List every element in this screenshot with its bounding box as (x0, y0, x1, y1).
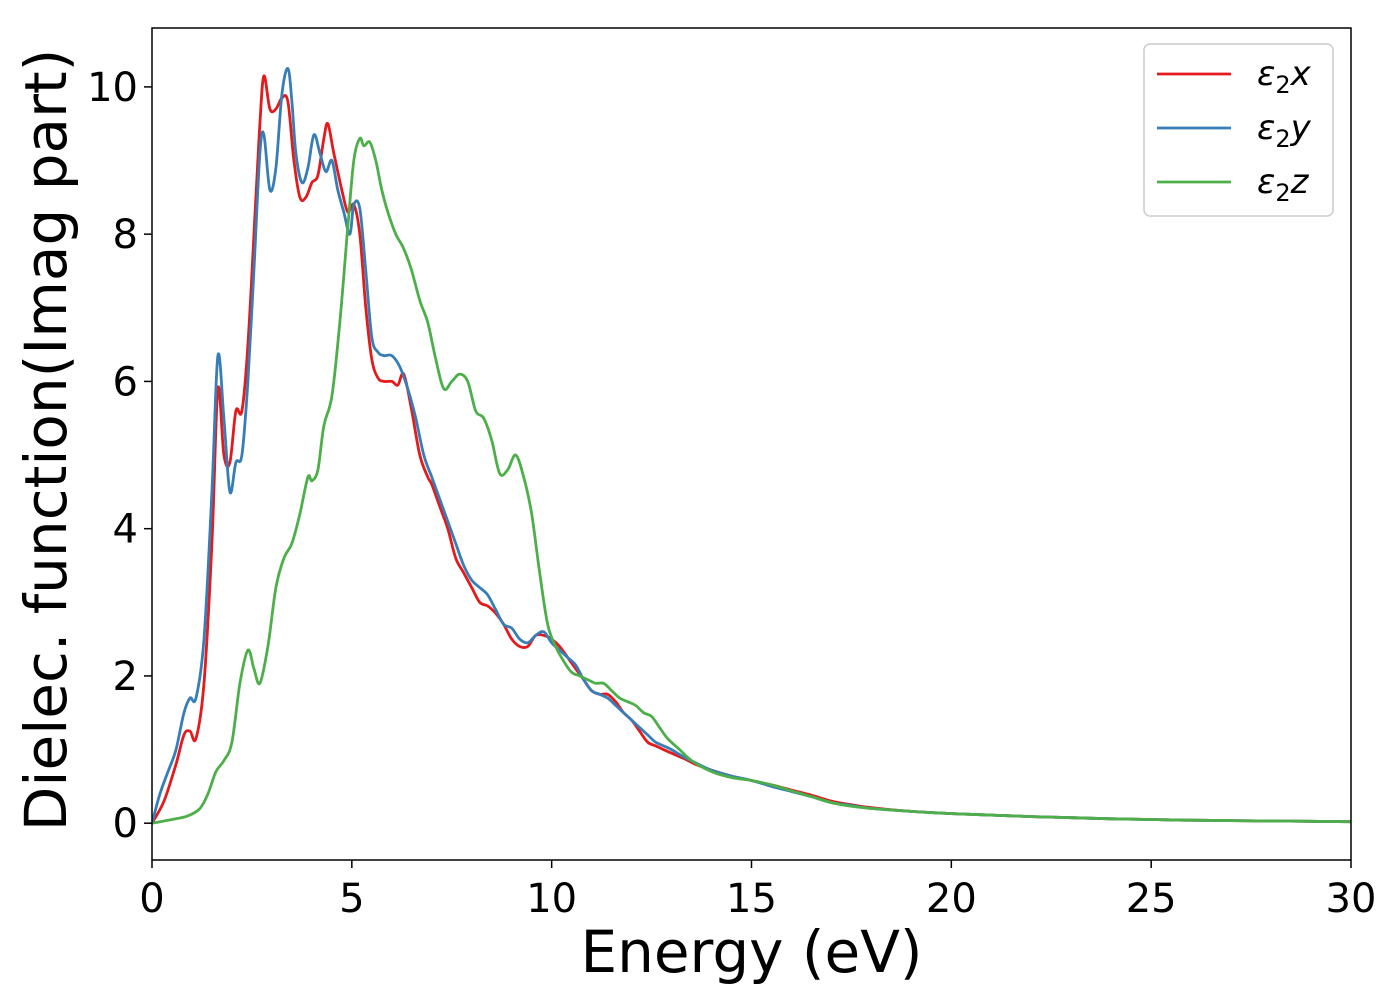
y-tick-label: 0 (113, 801, 138, 847)
x-tick-label: 15 (726, 876, 777, 922)
x-tick-label: 25 (1126, 876, 1177, 922)
y-tick-label: 10 (87, 65, 138, 111)
series-layer (152, 67, 1351, 825)
y-tick-label: 8 (113, 212, 138, 258)
x-axis-label: Energy (eV) (580, 918, 922, 986)
x-tick-label: 10 (526, 876, 577, 922)
y-tick-label: 6 (113, 359, 138, 405)
legend-subscript: 2 (1275, 125, 1290, 153)
legend-box (1143, 43, 1334, 217)
legend-label-z: ε2z (1257, 162, 1310, 207)
y-axis-label: Dielec. function(Imag part) (12, 49, 80, 832)
y-tick-label: 4 (113, 507, 138, 553)
x-tick-label: 20 (926, 876, 977, 922)
ticks-layer: 0 5 10 15 20 25 30 0 2 4 6 8 10 (87, 65, 1376, 922)
y-tick-label: 2 (113, 654, 138, 700)
legend-subscript: 2 (1275, 179, 1290, 207)
legend-variable: z (1290, 162, 1310, 202)
x-tick-label: 30 (1326, 876, 1377, 922)
legend-variable: x (1290, 54, 1312, 94)
legend-epsilon: ε (1257, 54, 1275, 94)
legend-epsilon: ε (1257, 108, 1275, 148)
legend-label-x: ε2x (1257, 54, 1312, 99)
legend-epsilon: ε (1257, 162, 1275, 202)
legend-label-y: ε2y (1257, 108, 1312, 153)
series-line-z (152, 136, 1351, 825)
x-tick-label: 0 (139, 876, 164, 922)
legend-variable: y (1290, 108, 1312, 148)
x-tick-label: 5 (339, 876, 364, 922)
legend-subscript: 2 (1275, 71, 1290, 99)
